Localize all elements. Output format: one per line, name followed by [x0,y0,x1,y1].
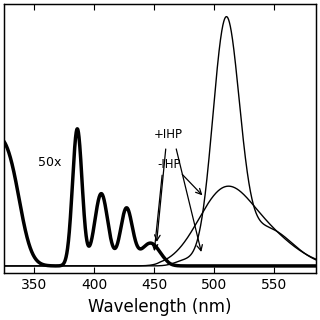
Text: 50x: 50x [38,156,61,169]
Text: -IHP: -IHP [158,158,181,171]
X-axis label: Wavelength (nm): Wavelength (nm) [88,298,232,316]
Text: +IHP: +IHP [154,128,183,141]
